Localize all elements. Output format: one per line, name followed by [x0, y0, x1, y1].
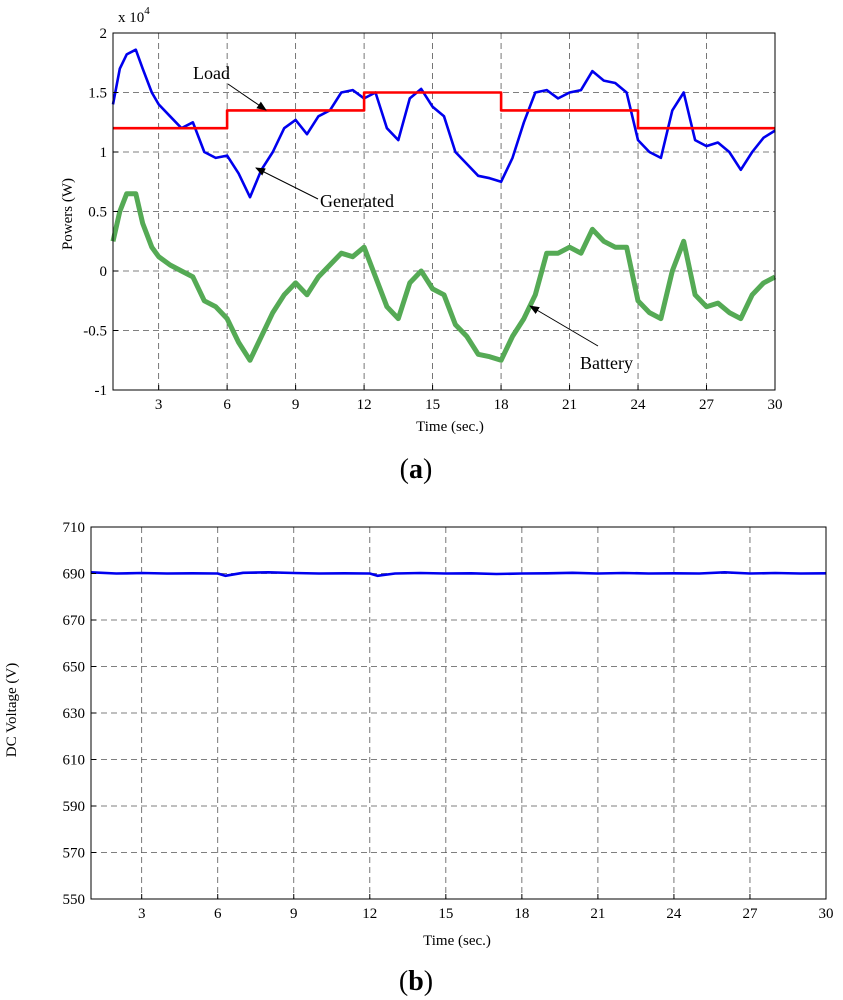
chart-a-x-tick-label: 6 [223, 397, 231, 413]
chart-a-panel-letter: a [409, 454, 423, 485]
annotation-generated-arrow [255, 167, 319, 200]
chart-b-y-tick-label: 630 [63, 706, 86, 722]
chart-b-x-tick-label: 9 [290, 906, 298, 922]
chart-b-x-tick-label: 30 [819, 906, 834, 922]
chart-b-grid [91, 527, 826, 899]
chart-b-y-tick-label: 650 [63, 660, 86, 676]
chart-a-series-battery [110, 191, 777, 363]
annotation-battery: Battery [580, 353, 633, 373]
chart-a-y-tick-label: 0.5 [88, 205, 107, 221]
chart-b-y-tick-label: 590 [63, 799, 86, 815]
chart-b-y-tick-label: 550 [63, 892, 86, 908]
chart-b-y-tick-label: 690 [63, 567, 86, 583]
chart-a-y-tick-label: -1 [95, 383, 108, 399]
chart-b-x-tick-label: 12 [362, 906, 377, 922]
chart-a-x-tick-label: 24 [631, 397, 647, 413]
chart-b-series-voltage [90, 570, 827, 578]
chart-a-y-axis-label: Powers (W) [60, 178, 76, 250]
chart-b-panel-label: (b) [399, 966, 433, 997]
chart-a-x-tick-label: 12 [357, 397, 372, 413]
chart-a-y-tick-label: 1.5 [88, 86, 107, 102]
chart-a-ticks: 3 6 9 12 15 18 21 24 27 30 -1 -0.5 0 0.5 1 1.5 2 [83, 26, 782, 413]
chart-a: 3 6 9 12 15 18 21 24 27 30 -1 -0.5 0 0.5 1 1.5 2 Time (s… [60, 5, 783, 485]
chart-a-exponent-base: x 10 [118, 10, 144, 26]
chart-b-x-axis-label: Time (sec.) [423, 933, 491, 949]
chart-b-series [90, 570, 827, 578]
chart-a-annotations: Load Generated Battery [193, 63, 633, 373]
chart-a-y-tick-label: 2 [100, 26, 108, 42]
chart-a-x-tick-label: 3 [155, 397, 163, 413]
chart-b-y-tick-label: 610 [63, 753, 86, 769]
chart-a-y-tick-label: 0 [100, 264, 108, 280]
chart-a-panel-label: (a) [400, 454, 433, 485]
chart-b-x-tick-label: 18 [514, 906, 529, 922]
chart-b-x-tick-label: 24 [666, 906, 682, 922]
chart-a-exponent-label: x 104 [118, 5, 150, 26]
chart-a-x-tick-label: 9 [292, 397, 300, 413]
annotation-generated: Generated [320, 191, 394, 211]
annotation-load: Load [193, 63, 230, 83]
annotation-load-arrow [227, 83, 267, 111]
chart-a-x-tick-label: 15 [425, 397, 440, 413]
chart-b-y-axis-label: DC Voltage (V) [4, 663, 20, 757]
chart-a-series [110, 48, 777, 363]
chart-a-grid [113, 33, 775, 390]
chart-b-y-tick-label: 570 [63, 846, 86, 862]
chart-a-y-tick-label: -0.5 [83, 324, 107, 340]
chart-b-x-tick-label: 21 [590, 906, 605, 922]
chart-b-ticks: 3 6 9 12 15 18 21 24 27 30 550 570 590 610 630 650 670 69… [63, 520, 834, 922]
chart-a-x-tick-label: 21 [562, 397, 577, 413]
annotation-battery-arrow [529, 305, 599, 347]
chart-b-x-tick-label: 6 [214, 906, 222, 922]
chart-b-y-tick-label: 710 [63, 520, 86, 536]
chart-a-x-tick-label: 18 [494, 397, 509, 413]
chart-a-x-axis-label: Time (sec.) [416, 419, 484, 435]
chart-a-series-load [113, 91, 775, 130]
chart-a-y-tick-label: 1 [100, 145, 108, 161]
chart-b-y-tick-label: 670 [63, 613, 86, 629]
chart-b-panel-letter: b [408, 966, 424, 997]
chart-a-x-tick-label: 27 [699, 397, 715, 413]
chart-a-x-tick-label: 30 [768, 397, 783, 413]
chart-b-x-tick-label: 27 [742, 906, 758, 922]
chart-b-x-tick-label: 3 [138, 906, 146, 922]
chart-b-x-tick-label: 15 [438, 906, 453, 922]
chart-a-exponent-power: 4 [144, 5, 150, 17]
chart-b: 3 6 9 12 15 18 21 24 27 30 550 570 590 610 630 650 670 69… [4, 520, 834, 997]
